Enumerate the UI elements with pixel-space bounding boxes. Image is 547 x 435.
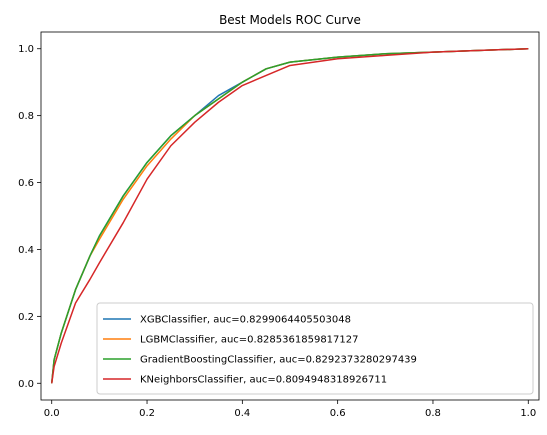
series-line-3 [50,47,529,384]
x-tick-label: 0.0 [44,408,60,419]
x-tick-label: 0.8 [425,408,441,419]
x-axis: 0.0 0.2 0.4 0.6 0.8 1.0 [44,400,536,419]
chart-title: Best Models ROC Curve [219,13,361,27]
y-tick-label: 0.8 [18,111,34,122]
y-tick-label: 0.6 [18,178,34,189]
y-tick-label: 0.0 [18,379,34,390]
y-tick-label: 0.2 [18,312,34,323]
y-tick-label: 1.0 [18,44,34,55]
x-tick-label: 0.4 [234,408,250,419]
y-tick-label: 0.4 [18,245,34,256]
series-layer [50,47,529,384]
x-tick-label: 1.0 [520,408,536,419]
series-line-2 [50,47,529,384]
legend-label-1: LGBMClassifier, auc=0.8285361859817127 [140,335,359,346]
legend: XGBClassifier, auc=0.8299064405503048 LGB… [96,302,534,395]
legend-label-3: KNeighborsClassifier, auc=0.809494831892… [140,375,387,386]
legend-label-2: GradientBoostingClassifier, auc=0.829237… [140,355,417,366]
x-tick-label: 0.2 [139,408,155,419]
legend-label-0: XGBClassifier, auc=0.8299064405503048 [140,315,351,326]
legend-box [96,302,534,395]
plot-frame [40,31,540,401]
x-tick-label: 0.6 [330,408,346,419]
y-axis: 0.0 0.2 0.4 0.6 0.8 1.0 [18,44,41,390]
